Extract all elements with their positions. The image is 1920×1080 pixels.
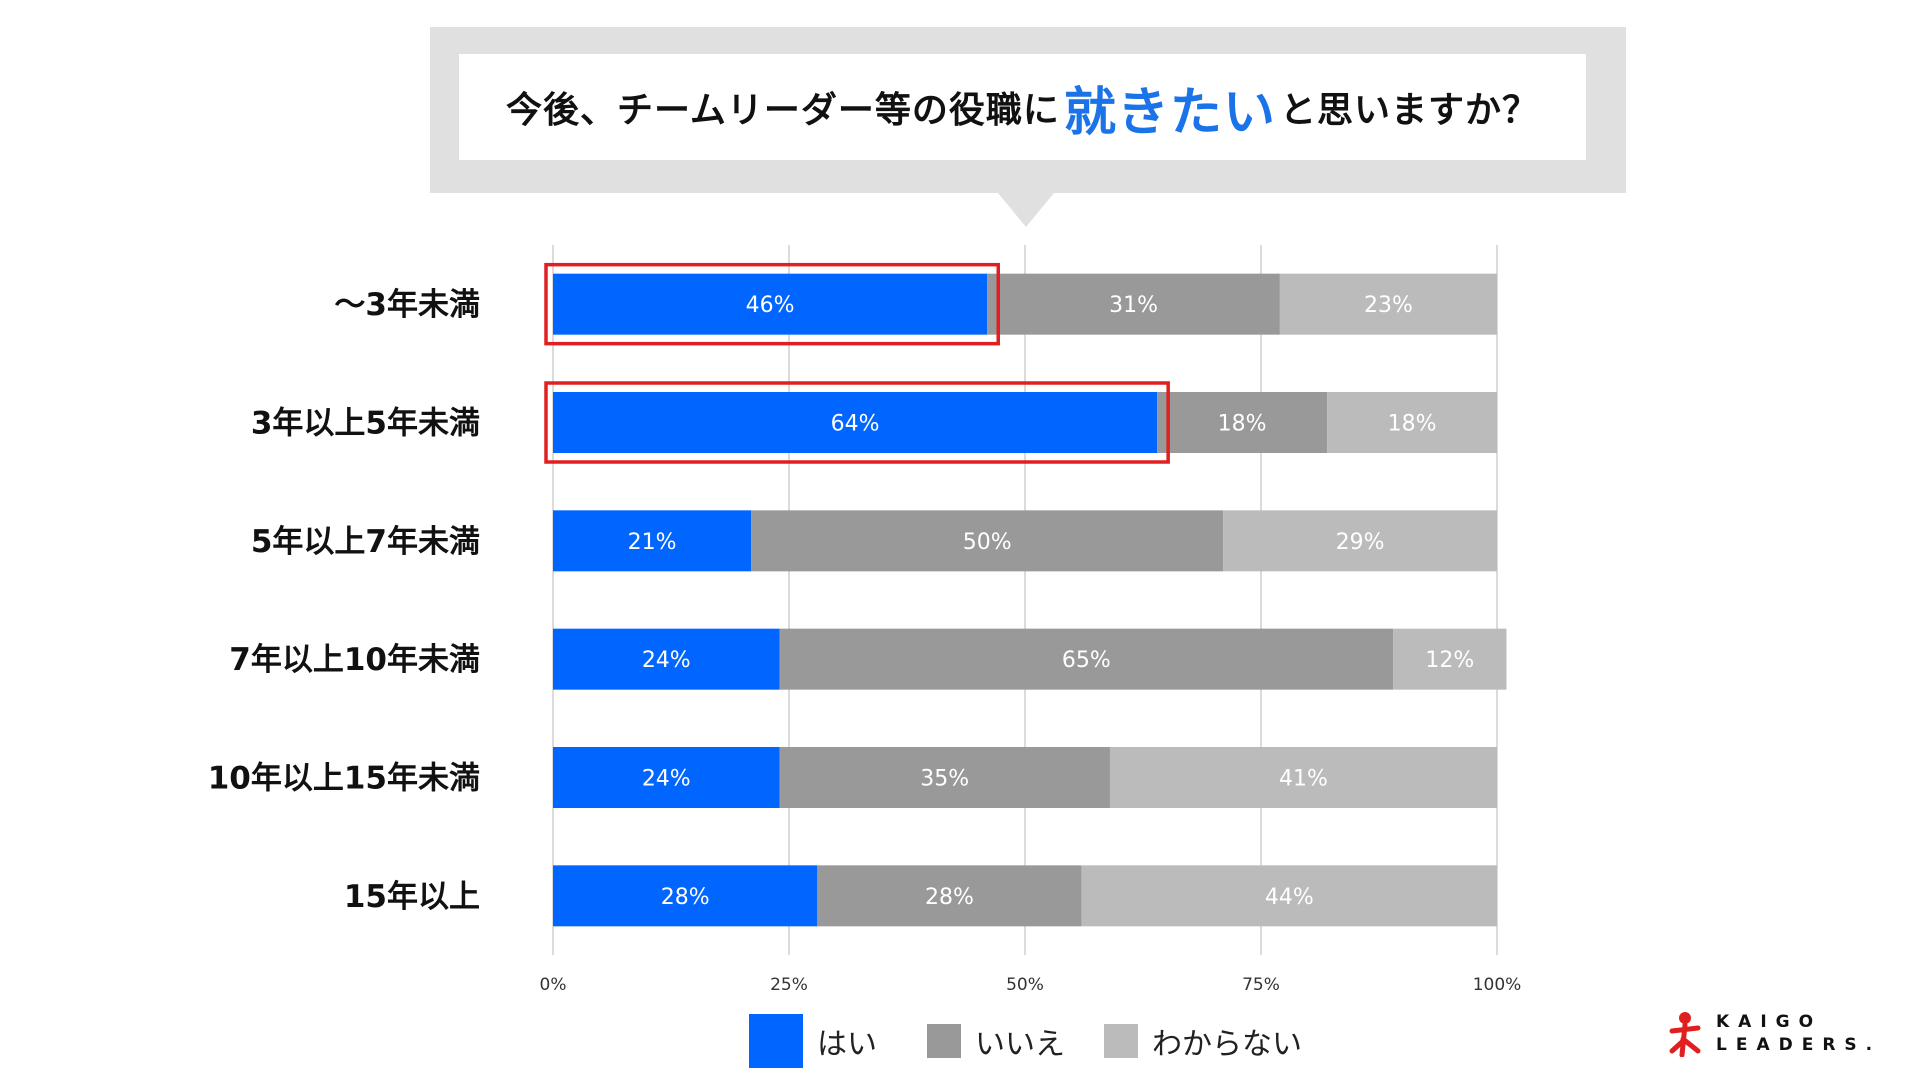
- x-tick-label: 75%: [1242, 975, 1280, 995]
- bar-segment: [1393, 628, 1507, 690]
- category-label: 15年以上: [344, 879, 480, 915]
- data-label: 46%: [746, 293, 795, 318]
- category-label: 10年以上15年未満: [208, 761, 480, 797]
- legend-swatch: [749, 1014, 803, 1068]
- bar-segment: [553, 628, 780, 690]
- x-tick-label: 100%: [1473, 975, 1522, 995]
- bar-segment: [751, 510, 1224, 572]
- bar-segment: [987, 273, 1280, 335]
- logo-line1: KAIGO: [1716, 1012, 1823, 1032]
- data-label: 29%: [1336, 530, 1385, 555]
- data-label: 21%: [628, 530, 677, 555]
- bar-segment: [1327, 392, 1497, 453]
- bar-segment: [817, 865, 1082, 927]
- data-label: 31%: [1109, 293, 1158, 318]
- x-tick-label: 25%: [770, 975, 808, 995]
- bar-segment: [1157, 392, 1328, 453]
- logo-line2: LEADERS.: [1716, 1035, 1882, 1055]
- kaigo-leaders-logo: KAIGO LEADERS.: [1668, 1008, 1881, 1060]
- data-label: 50%: [963, 530, 1012, 555]
- data-label: 64%: [831, 412, 880, 437]
- legend-swatch: [927, 1024, 961, 1058]
- bar-segment: [779, 628, 1394, 690]
- category-label: 7年以上10年未満: [229, 642, 480, 678]
- category-label: ～3年未満: [334, 287, 480, 323]
- data-label: 12%: [1425, 648, 1474, 673]
- x-tick-label: 0%: [540, 975, 567, 995]
- bar-segment: [1081, 865, 1497, 927]
- data-label: 35%: [920, 767, 969, 792]
- data-label: 24%: [642, 767, 691, 792]
- legend-label: はい: [817, 1027, 877, 1062]
- bar-segment: [1109, 747, 1497, 808]
- logo-wordmark: KAIGO LEADERS.: [1716, 1011, 1881, 1057]
- bar-segment: [553, 273, 988, 335]
- data-label: 18%: [1388, 412, 1437, 437]
- data-label: 41%: [1279, 767, 1328, 792]
- category-label: 5年以上7年未満: [251, 524, 480, 560]
- bar-segment: [1279, 273, 1497, 335]
- x-tick-label: 50%: [1006, 975, 1044, 995]
- bar-segment: [553, 865, 818, 927]
- highlight-box: [544, 381, 1170, 464]
- data-label: 23%: [1364, 293, 1413, 318]
- highlight-box: [544, 262, 1000, 346]
- category-label: 3年以上5年未満: [251, 406, 480, 442]
- chart-title: 今後、チームリーダー等の役職に 就きたい と思いますか？: [459, 54, 1586, 160]
- person-logo-icon: [1669, 1012, 1701, 1057]
- data-label: 44%: [1265, 885, 1314, 910]
- data-label: 28%: [925, 885, 974, 910]
- data-label: 24%: [642, 648, 691, 673]
- legend-swatch: [1104, 1024, 1138, 1058]
- data-label: 65%: [1062, 648, 1111, 673]
- title-bubble-tail: [998, 193, 1054, 227]
- data-label: 28%: [661, 885, 710, 910]
- legend-label: いいえ: [975, 1027, 1065, 1062]
- data-label: 18%: [1218, 412, 1267, 437]
- bar-segment: [553, 392, 1158, 453]
- bar-segment: [553, 747, 780, 808]
- title-suffix: と思いますか？: [1279, 90, 1539, 131]
- title-emphasis: 就きたい: [1063, 82, 1276, 143]
- bar-segment: [1223, 510, 1497, 572]
- title-prefix: 今後、チームリーダー等の役職に: [506, 90, 1060, 131]
- bar-segment: [553, 510, 752, 572]
- bar-segment: [779, 747, 1110, 808]
- legend-label: わからない: [1152, 1027, 1302, 1062]
